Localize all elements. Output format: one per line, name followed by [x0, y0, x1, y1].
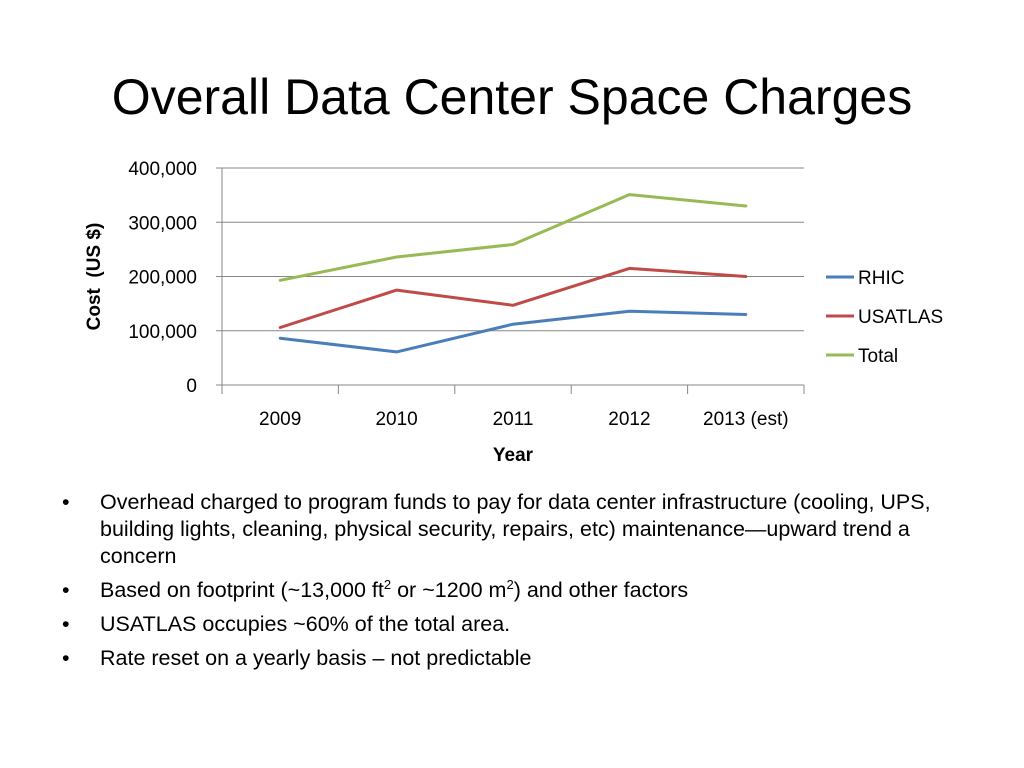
y-tick-label: 300,000: [128, 213, 197, 234]
y-tick-label: 100,000: [128, 322, 197, 343]
y-tick-label: 200,000: [128, 268, 197, 289]
y-tick-label: 400,000: [128, 159, 197, 180]
legend-label: Total: [858, 346, 898, 367]
line-chart: 0 100,000 200,000 300,000 400,000 2009 2010 201…: [84, 159, 943, 466]
bullet-text: Overhead charged to program funds to pay…: [100, 490, 931, 568]
x-axis-title: Year: [493, 445, 534, 466]
bullet-item: Rate reset on a yearly basis – not predi…: [62, 645, 962, 672]
series-line-total: [278, 193, 748, 282]
x-tick-label: 2011: [493, 409, 534, 430]
x-tick-label: 2012: [608, 409, 650, 430]
y-tick-label: 0: [186, 376, 197, 397]
legend-label: USATLAS: [858, 307, 943, 328]
x-tick-label: 2009: [259, 409, 301, 430]
bullet-item: Based on footprint (~13,000 ft2 or ~1200…: [62, 577, 962, 604]
bullet-text: ) and other factors: [513, 578, 689, 602]
superscript: 2: [506, 577, 514, 592]
bullet-item: USATLAS occupies ~60% of the total area.: [62, 611, 962, 638]
y-axis-title: Cost (US $): [84, 223, 105, 331]
bullet-text: or ~1200 m: [391, 578, 507, 602]
series-line-rhic: [278, 309, 748, 354]
slide-title: Overall Data Center Space Charges: [111, 69, 913, 125]
bullet-list: Overhead charged to program funds to pay…: [62, 489, 962, 679]
bullet-item: Overhead charged to program funds to pay…: [62, 489, 962, 570]
superscript: 2: [383, 577, 392, 592]
legend-label: RHIC: [858, 268, 904, 289]
series-line-usatlas: [278, 266, 748, 329]
bullet-text: USATLAS occupies ~60% of the total area.: [100, 612, 511, 636]
x-tick-label: 2010: [375, 409, 417, 430]
x-tick-label: 2013 (est): [703, 409, 789, 430]
bullet-text: Based on footprint (~13,000 ft: [100, 578, 384, 602]
bullet-text: Rate reset on a yearly basis – not predi…: [100, 646, 532, 670]
